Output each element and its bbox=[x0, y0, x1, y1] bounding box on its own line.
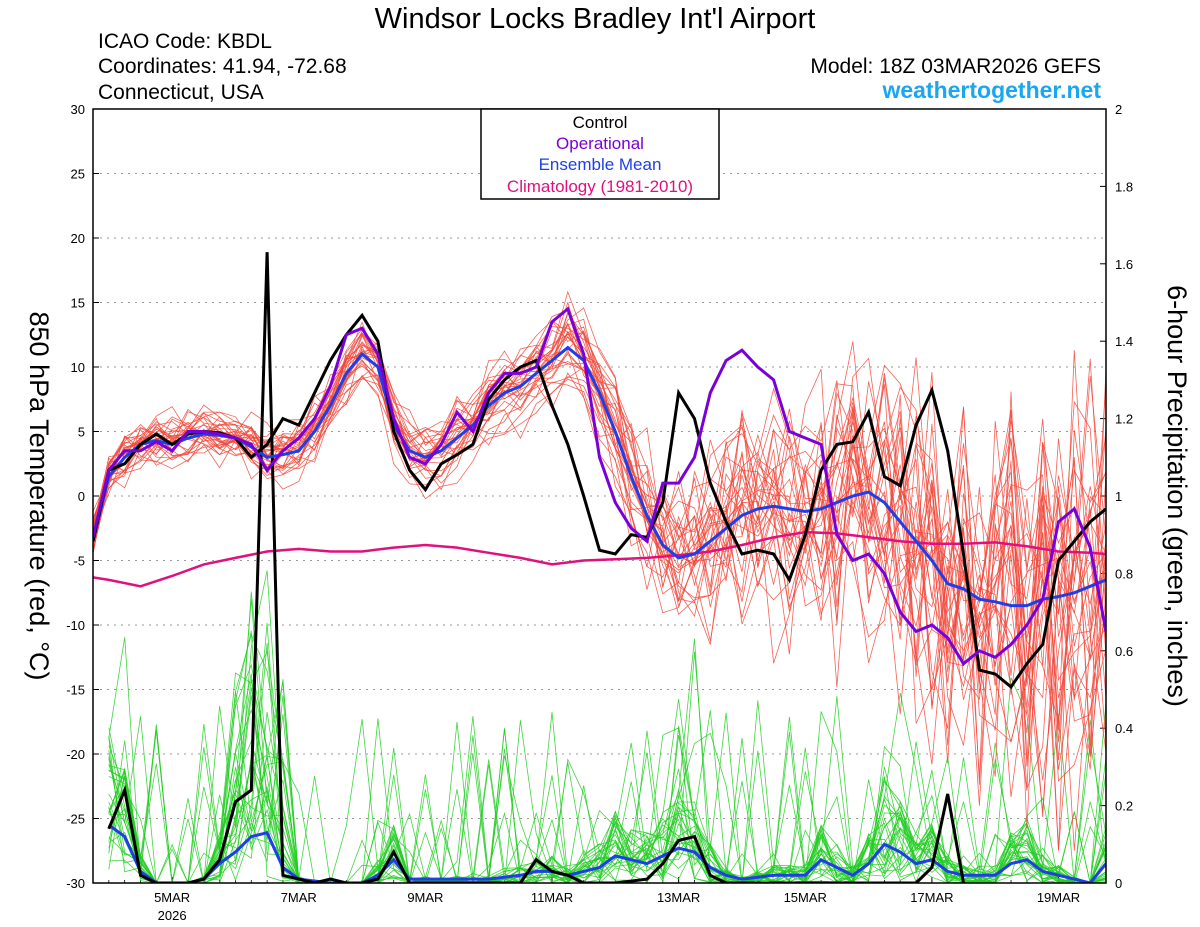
y-left-tick-label: -25 bbox=[66, 812, 85, 827]
y-axis-right-label: 6-hour Precipitation (green, inches) bbox=[1162, 285, 1192, 707]
temp-ensemble-mean-line bbox=[93, 345, 1106, 608]
precip-member-line bbox=[108, 715, 1106, 883]
precip-member-line bbox=[108, 673, 1106, 883]
y-left-tick-label: 15 bbox=[71, 296, 85, 311]
coordinates-label: Coordinates: 41.94, -72.68 bbox=[98, 55, 347, 78]
y-right-tick-label: 0.6 bbox=[1115, 644, 1133, 659]
y-left-tick-label: -15 bbox=[66, 683, 85, 698]
x-tick-label: 13MAR bbox=[657, 890, 700, 905]
x-tick-label: 15MAR bbox=[784, 890, 827, 905]
precip-member-line bbox=[108, 570, 1106, 883]
legend-operational: Operational bbox=[556, 134, 644, 153]
model-label: Model: 18Z 03MAR2026 GEFS bbox=[810, 55, 1101, 78]
y-axis-left-label: 850 hPa Temperature (red, °C) bbox=[24, 312, 54, 681]
legend-box bbox=[480, 108, 720, 200]
y-ticks-right: 0 0.2 0.4 0.6 0.8 1 1.2 1.4 1.6 1.8 2 bbox=[1100, 102, 1133, 891]
y-left-tick-label: 30 bbox=[71, 102, 85, 117]
icao-code: ICAO Code: KBDL bbox=[98, 30, 272, 53]
website-link[interactable]: weathertogether.net bbox=[881, 77, 1101, 103]
precip-member-line bbox=[108, 679, 1106, 883]
y-right-tick-label: 1.4 bbox=[1115, 334, 1133, 349]
y-right-tick-label: 2 bbox=[1115, 102, 1122, 117]
climatology-line bbox=[93, 530, 1106, 588]
y-left-tick-label: -20 bbox=[66, 747, 85, 762]
y-left-tick-label: 20 bbox=[71, 231, 85, 246]
x-tick-year-label: 2026 bbox=[158, 908, 187, 923]
x-tick-label: 5MAR bbox=[154, 890, 190, 905]
precip-member-line bbox=[108, 695, 1106, 883]
precip-control-line bbox=[107, 252, 965, 883]
chart-title: Windsor Locks Bradley Int'l Airport bbox=[375, 3, 816, 35]
y-right-tick-label: 0.4 bbox=[1115, 721, 1133, 736]
y-left-tick-label: 0 bbox=[78, 489, 85, 504]
precip-member-line bbox=[108, 591, 1106, 883]
temp-control-line bbox=[93, 312, 1106, 690]
location-label: Connecticut, USA bbox=[98, 81, 264, 104]
precip-member-line bbox=[108, 711, 1106, 883]
precip-ensemble-mean-line bbox=[107, 823, 1106, 883]
y-left-tick-label: -10 bbox=[66, 618, 85, 633]
y-left-tick-label: 25 bbox=[71, 167, 85, 182]
y-right-tick-label: 1 bbox=[1115, 489, 1122, 504]
y-right-tick-label: 1.8 bbox=[1115, 179, 1133, 194]
x-tick-label: 9MAR bbox=[407, 890, 443, 905]
x-tick-label: 19MAR bbox=[1037, 890, 1080, 905]
y-right-tick-label: 1.2 bbox=[1115, 412, 1133, 427]
y-left-tick-label: 5 bbox=[78, 425, 85, 440]
y-right-tick-label: 0.2 bbox=[1115, 799, 1133, 814]
precip-member-line bbox=[108, 682, 1106, 883]
y-ticks-left: -30 -25 -20 -15 -10 -5 0 5 10 15 20 25 30 bbox=[66, 102, 99, 891]
precip-member-line bbox=[108, 750, 1106, 883]
y-left-tick-label: -5 bbox=[73, 554, 85, 569]
legend-control: Control bbox=[573, 113, 628, 132]
precip-ensemble-members bbox=[108, 570, 1106, 883]
x-tick-label: 7MAR bbox=[281, 890, 317, 905]
y-left-tick-label: 10 bbox=[71, 360, 85, 375]
legend-ensemble-mean: Ensemble Mean bbox=[539, 155, 662, 174]
y-right-tick-label: 0 bbox=[1115, 876, 1122, 891]
x-ticks: 5MAR 2026 7MAR 9MAR 11MAR 13MAR 15MAR 17MAR 19MA… bbox=[92, 877, 1107, 923]
x-tick-label: 17MAR bbox=[910, 890, 953, 905]
legend: Control Operational Ensemble Mean Climat… bbox=[480, 108, 720, 200]
y-left-tick-label: -30 bbox=[66, 876, 85, 891]
y-right-tick-label: 1.6 bbox=[1115, 257, 1133, 272]
legend-climatology: Climatology (1981-2010) bbox=[507, 177, 693, 196]
y-right-tick-label: 0.8 bbox=[1115, 566, 1133, 581]
temp-operational-line bbox=[93, 306, 1106, 666]
x-tick-label: 11MAR bbox=[531, 890, 573, 905]
